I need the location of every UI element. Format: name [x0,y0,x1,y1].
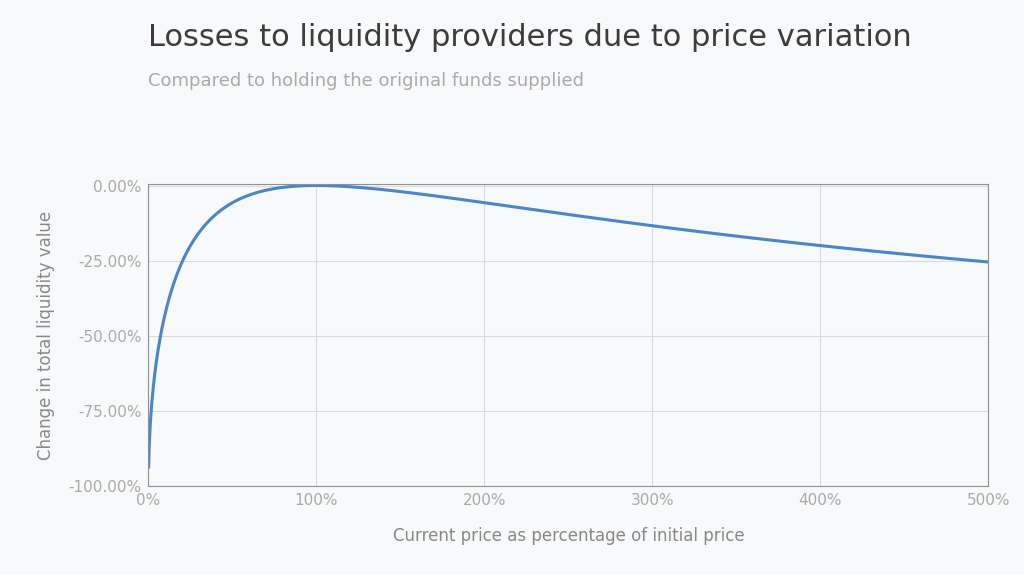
Text: Compared to holding the original funds supplied: Compared to holding the original funds s… [148,72,585,90]
Y-axis label: Change in total liquidity value: Change in total liquidity value [37,210,54,459]
Text: Losses to liquidity providers due to price variation: Losses to liquidity providers due to pri… [148,23,912,52]
X-axis label: Current price as percentage of initial price: Current price as percentage of initial p… [392,527,744,545]
